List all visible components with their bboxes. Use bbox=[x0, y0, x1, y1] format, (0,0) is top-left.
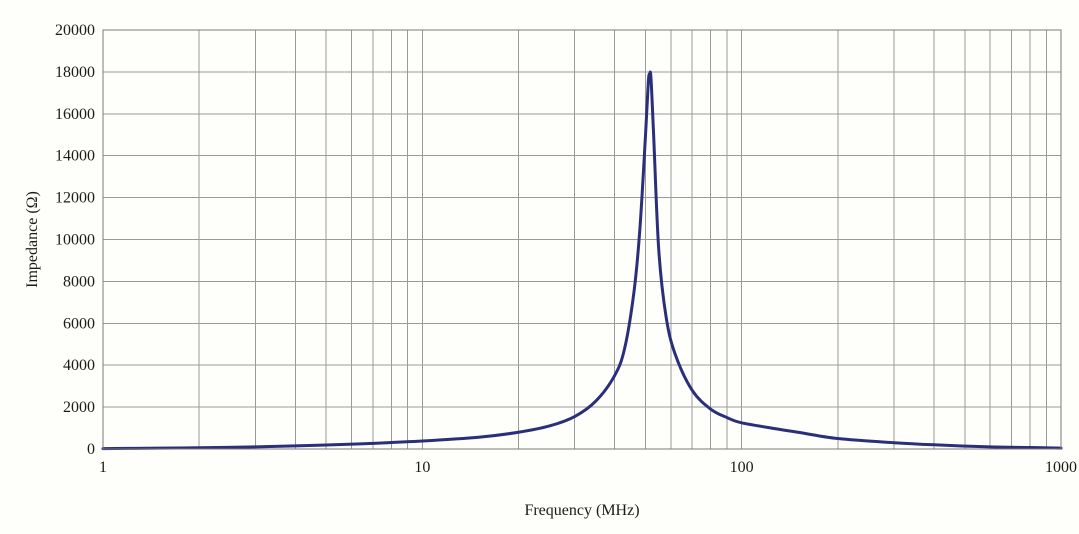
y-tick-labels: 0 2000 4000 6000 8000 10000 12000 14000 16000 180… bbox=[55, 22, 95, 458]
y-tick-label: 14000 bbox=[55, 148, 95, 165]
x-tick-label: 100 bbox=[730, 459, 754, 476]
x-tick-label: 1 bbox=[99, 459, 107, 476]
x-axis-title: Frequency (MHz) bbox=[524, 502, 639, 519]
y-tick-label: 18000 bbox=[55, 64, 95, 81]
y-tick-label: 16000 bbox=[55, 106, 95, 123]
x-tick-label: 10 bbox=[414, 459, 430, 476]
y-tick-label: 10000 bbox=[55, 232, 95, 249]
y-axis-title: Impedance (Ω) bbox=[24, 191, 41, 288]
plot-frame bbox=[102, 29, 1062, 450]
y-tick-label: 2000 bbox=[63, 399, 95, 416]
x-tick-labels: 1 10 100 1000 bbox=[99, 459, 1077, 476]
y-tick-label: 8000 bbox=[63, 273, 95, 290]
y-tick-label: 4000 bbox=[63, 357, 95, 374]
y-tick-label: 6000 bbox=[63, 315, 95, 332]
grid bbox=[103, 30, 1061, 449]
y-tick-label: 12000 bbox=[55, 190, 95, 207]
y-tick-label: 0 bbox=[87, 441, 95, 458]
y-tick-label: 20000 bbox=[55, 22, 95, 39]
impedance-curve bbox=[101, 70, 1063, 451]
x-tick-label: 1000 bbox=[1045, 459, 1077, 476]
series-layer bbox=[101, 70, 1063, 451]
